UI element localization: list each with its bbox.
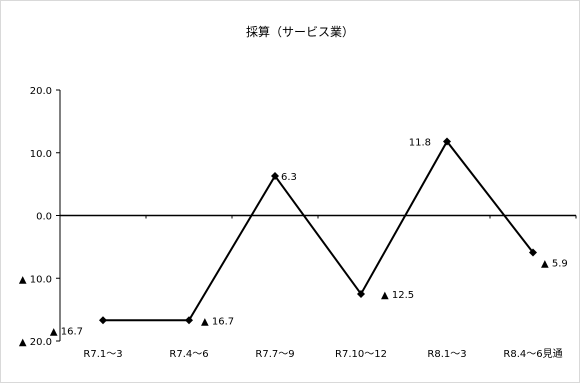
y-tick-label: 0.0 bbox=[36, 212, 52, 223]
y-tick-label: ▲ 10.0 bbox=[19, 274, 52, 285]
data-point bbox=[99, 316, 107, 325]
data-label: 6.3 bbox=[281, 172, 297, 183]
data-label: ▲ 12.5 bbox=[381, 290, 414, 301]
x-tick-label: R7.10～12 bbox=[335, 349, 387, 360]
x-tick-label: R7.4～6 bbox=[169, 349, 208, 360]
y-tick-label: 20.0 bbox=[30, 86, 52, 97]
data-label: 11.8 bbox=[409, 137, 431, 148]
y-axis: 20.0 10.0 0.0 ▲ 10.0 ▲ 20.0 bbox=[19, 86, 61, 348]
series-line bbox=[99, 137, 537, 325]
data-label: ▲ 16.7 bbox=[50, 326, 83, 337]
x-tick-label: R7.7～9 bbox=[255, 349, 294, 360]
data-point bbox=[443, 137, 451, 146]
series-path bbox=[103, 139, 534, 322]
data-point bbox=[271, 171, 279, 180]
data-point bbox=[357, 289, 365, 298]
chart-title: 採算（サービス業） bbox=[246, 24, 354, 39]
data-label: ▲ 5.9 bbox=[541, 259, 568, 270]
x-axis: R7.1～3 R7.4～6 R7.7～9 R7.10～12 R8.1～3 R8.4～6見通 bbox=[60, 214, 577, 360]
x-tick-label: R8.4～6見通 bbox=[503, 348, 562, 360]
data-point bbox=[529, 248, 537, 257]
y-tick-label: ▲ 20.0 bbox=[19, 337, 52, 348]
data-point bbox=[185, 316, 193, 325]
y-tick-label: 10.0 bbox=[30, 149, 52, 160]
data-labels: ▲ 16.7 ▲ 16.7 6.3 ▲ 12.5 11.8 ▲ 5.9 bbox=[50, 137, 568, 337]
x-tick-label: R8.1～3 bbox=[427, 349, 466, 360]
data-label: ▲ 16.7 bbox=[201, 316, 234, 327]
x-tick-label: R7.1～3 bbox=[83, 349, 122, 360]
